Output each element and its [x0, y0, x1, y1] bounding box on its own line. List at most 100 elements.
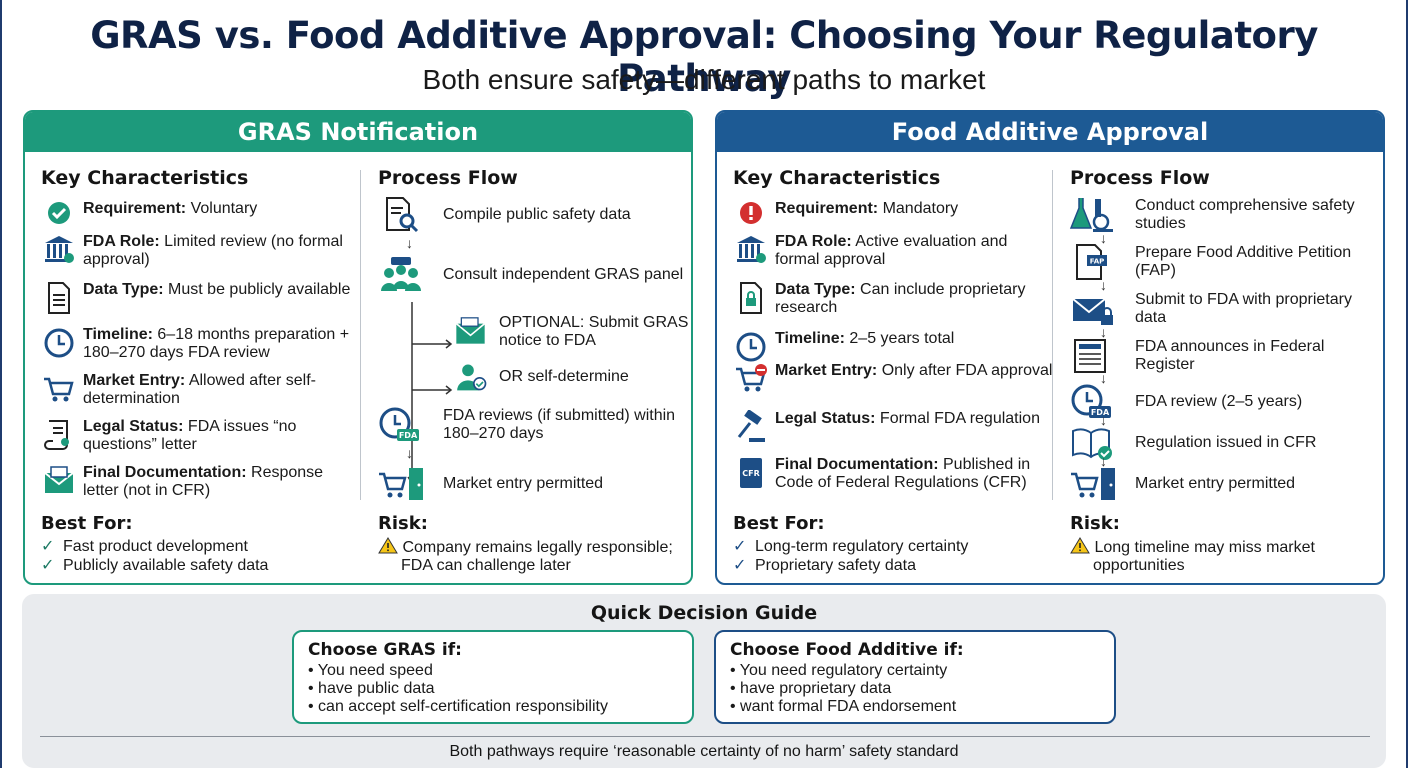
gras-panel: GRAS Notification Key Characteristics Re… [23, 110, 693, 585]
alert-circle-icon [740, 202, 762, 224]
gras-characteristic: FDA Role: Limited review (no formal appr… [41, 233, 361, 269]
cart-icon [44, 377, 74, 402]
flow-arrow: ↓ [1100, 370, 1107, 386]
quick-decision-guide: Quick Decision Guide Choose GRAS if: • Y… [22, 594, 1386, 768]
choose-gras-item: • have public data [308, 680, 435, 697]
clock-fda-icon: FDA [1071, 384, 1111, 418]
government-building-icon [737, 236, 766, 263]
gras-process-step: Consult independent GRAS panel [377, 255, 687, 295]
branch-connector [407, 302, 453, 485]
gras-process-step: OR self-determine [453, 357, 691, 397]
fa-process-step: Conduct comprehensive safety studies [1069, 195, 1379, 235]
choose-fa-item: • You need regulatory certainty [730, 662, 948, 679]
flow-arrow: ↓ [1100, 324, 1107, 340]
fa-characteristics-title: Key Characteristics [733, 167, 941, 189]
book-check-icon [1072, 428, 1112, 460]
fa-best-for-item: ✓ Proprietary safety data [733, 557, 916, 574]
fa-process-step: FDA announces in Federal Register [1069, 336, 1379, 376]
fa-best-for-item: ✓ Long-term regulatory certainty [733, 538, 969, 555]
scroll-icon [44, 420, 69, 450]
gras-characteristic: Data Type: Must be publicly available [41, 281, 361, 315]
gras-best-for-item: ✓ Publicly available safety data [41, 557, 269, 574]
choose-fa-item: • want formal FDA endorsement [730, 698, 957, 715]
fa-characteristic: Data Type: Can include proprietary resea… [733, 281, 1053, 317]
fa-process-step: Market entry permitted [1069, 464, 1379, 504]
flow-arrow: ↓ [1100, 412, 1107, 428]
document-icon [48, 282, 70, 314]
flow-arrow: ↓ [1100, 277, 1107, 293]
choose-gras-title: Choose GRAS if: [308, 640, 462, 660]
fa-characteristic: Market Entry: Only after FDA approval [733, 362, 1053, 396]
fa-process-title: Process Flow [1070, 167, 1210, 189]
choose-food-additive-box: Choose Food Additive if: • You need regu… [714, 630, 1116, 724]
flow-arrow: ↓ [406, 445, 413, 461]
fa-process-step: FDA FDA review (2–5 years) [1069, 382, 1379, 422]
document-search-icon [386, 197, 419, 233]
gras-characteristic: Final Documentation: Response letter (no… [41, 464, 361, 500]
fa-characteristic: Requirement: Mandatory [733, 200, 1053, 234]
clock-icon [44, 328, 74, 358]
gras-process-step: Market entry permitted [377, 464, 687, 504]
choose-fa-item: • have proprietary data [730, 680, 892, 697]
page-subtitle: Both ensure safety—different paths to ma… [422, 64, 986, 95]
page-title: GRAS vs. Food Additive Approval: Choosin… [90, 14, 1318, 100]
newspaper-icon [1074, 339, 1106, 373]
panel-group-icon [381, 257, 421, 291]
food-additive-panel: Food Additive Approval Key Characteristi… [715, 110, 1385, 585]
fa-best-for-title: Best For: [733, 513, 825, 534]
gras-process-step: OPTIONAL: Submit GRAS notice to FDA [453, 312, 691, 352]
footer-note: Both pathways require ‘reasonable certai… [449, 743, 959, 760]
fa-risk-text: opportunities [1093, 557, 1185, 574]
gras-column-divider [360, 170, 361, 500]
envelope-fda-icon [455, 317, 486, 344]
fa-risk-title: Risk: [1070, 513, 1120, 534]
gras-risk-title: Risk: [378, 513, 428, 534]
flow-arrow: ↓ [406, 235, 413, 251]
choose-gras-box: Choose GRAS if: • You need speed • have … [292, 630, 694, 724]
fap-document-icon: FAP [1076, 244, 1107, 280]
cart-blocked-icon [736, 364, 767, 392]
svg-text:FDA: FDA [1091, 408, 1110, 417]
government-building-icon [45, 236, 74, 263]
warning-icon [378, 537, 398, 554]
gras-best-for-item: ✓ Fast product development [41, 538, 248, 555]
envelope-lock-icon [1072, 298, 1113, 325]
guide-divider [40, 736, 1370, 737]
clock-fda-icon: FDA [379, 407, 419, 441]
gras-characteristic: Legal Status: FDA issues “no questions” … [41, 418, 361, 454]
fa-process-step: Submit to FDA with proprietary data [1069, 289, 1379, 329]
choose-gras-item: • can accept self-certification responsi… [308, 698, 608, 715]
gras-risk-text: FDA can challenge later [401, 557, 571, 574]
fa-column-divider [1052, 170, 1053, 500]
fa-characteristic: Legal Status: Formal FDA regulation [733, 410, 1053, 444]
clock-icon [736, 332, 766, 362]
fa-characteristic: Timeline: 2–5 years total [733, 330, 1053, 364]
lab-flask-icon [1069, 198, 1113, 232]
cart-door-icon [379, 468, 423, 500]
flow-arrow: ↓ [1100, 230, 1107, 246]
fa-process-step: FAP Prepare Food Additive Petition (FAP) [1069, 242, 1379, 282]
lock-document-icon [740, 282, 762, 314]
gras-best-for-title: Best For: [41, 513, 133, 534]
fa-characteristic: CFR Final Documentation: Published in Co… [733, 456, 1053, 492]
person-check-icon [457, 364, 487, 391]
cart-door-icon [1071, 468, 1115, 500]
gras-process-title: Process Flow [378, 167, 518, 189]
fa-process-step: Regulation issued in CFR [1069, 423, 1379, 463]
fa-risk-text: Long timeline may miss market [1070, 537, 1315, 557]
choose-fa-title: Choose Food Additive if: [730, 640, 964, 660]
gavel-icon [737, 410, 765, 442]
fa-characteristic: FDA Role: Active evaluation and formal a… [733, 233, 1053, 269]
svg-text:FDA: FDA [399, 431, 418, 440]
svg-text:FAP: FAP [1090, 258, 1105, 266]
gras-characteristic: Market Entry: Allowed after self-determi… [41, 372, 361, 408]
cfr-book-icon: CFR [740, 458, 762, 488]
envelope-icon [44, 466, 74, 493]
gras-process-step: Compile public safety data [377, 195, 687, 235]
choose-gras-item: • You need speed [308, 662, 433, 679]
check-circle-icon [48, 202, 70, 224]
svg-text:CFR: CFR [742, 469, 760, 478]
gras-characteristic: Requirement: Voluntary [41, 200, 361, 234]
gras-characteristics-title: Key Characteristics [41, 167, 249, 189]
